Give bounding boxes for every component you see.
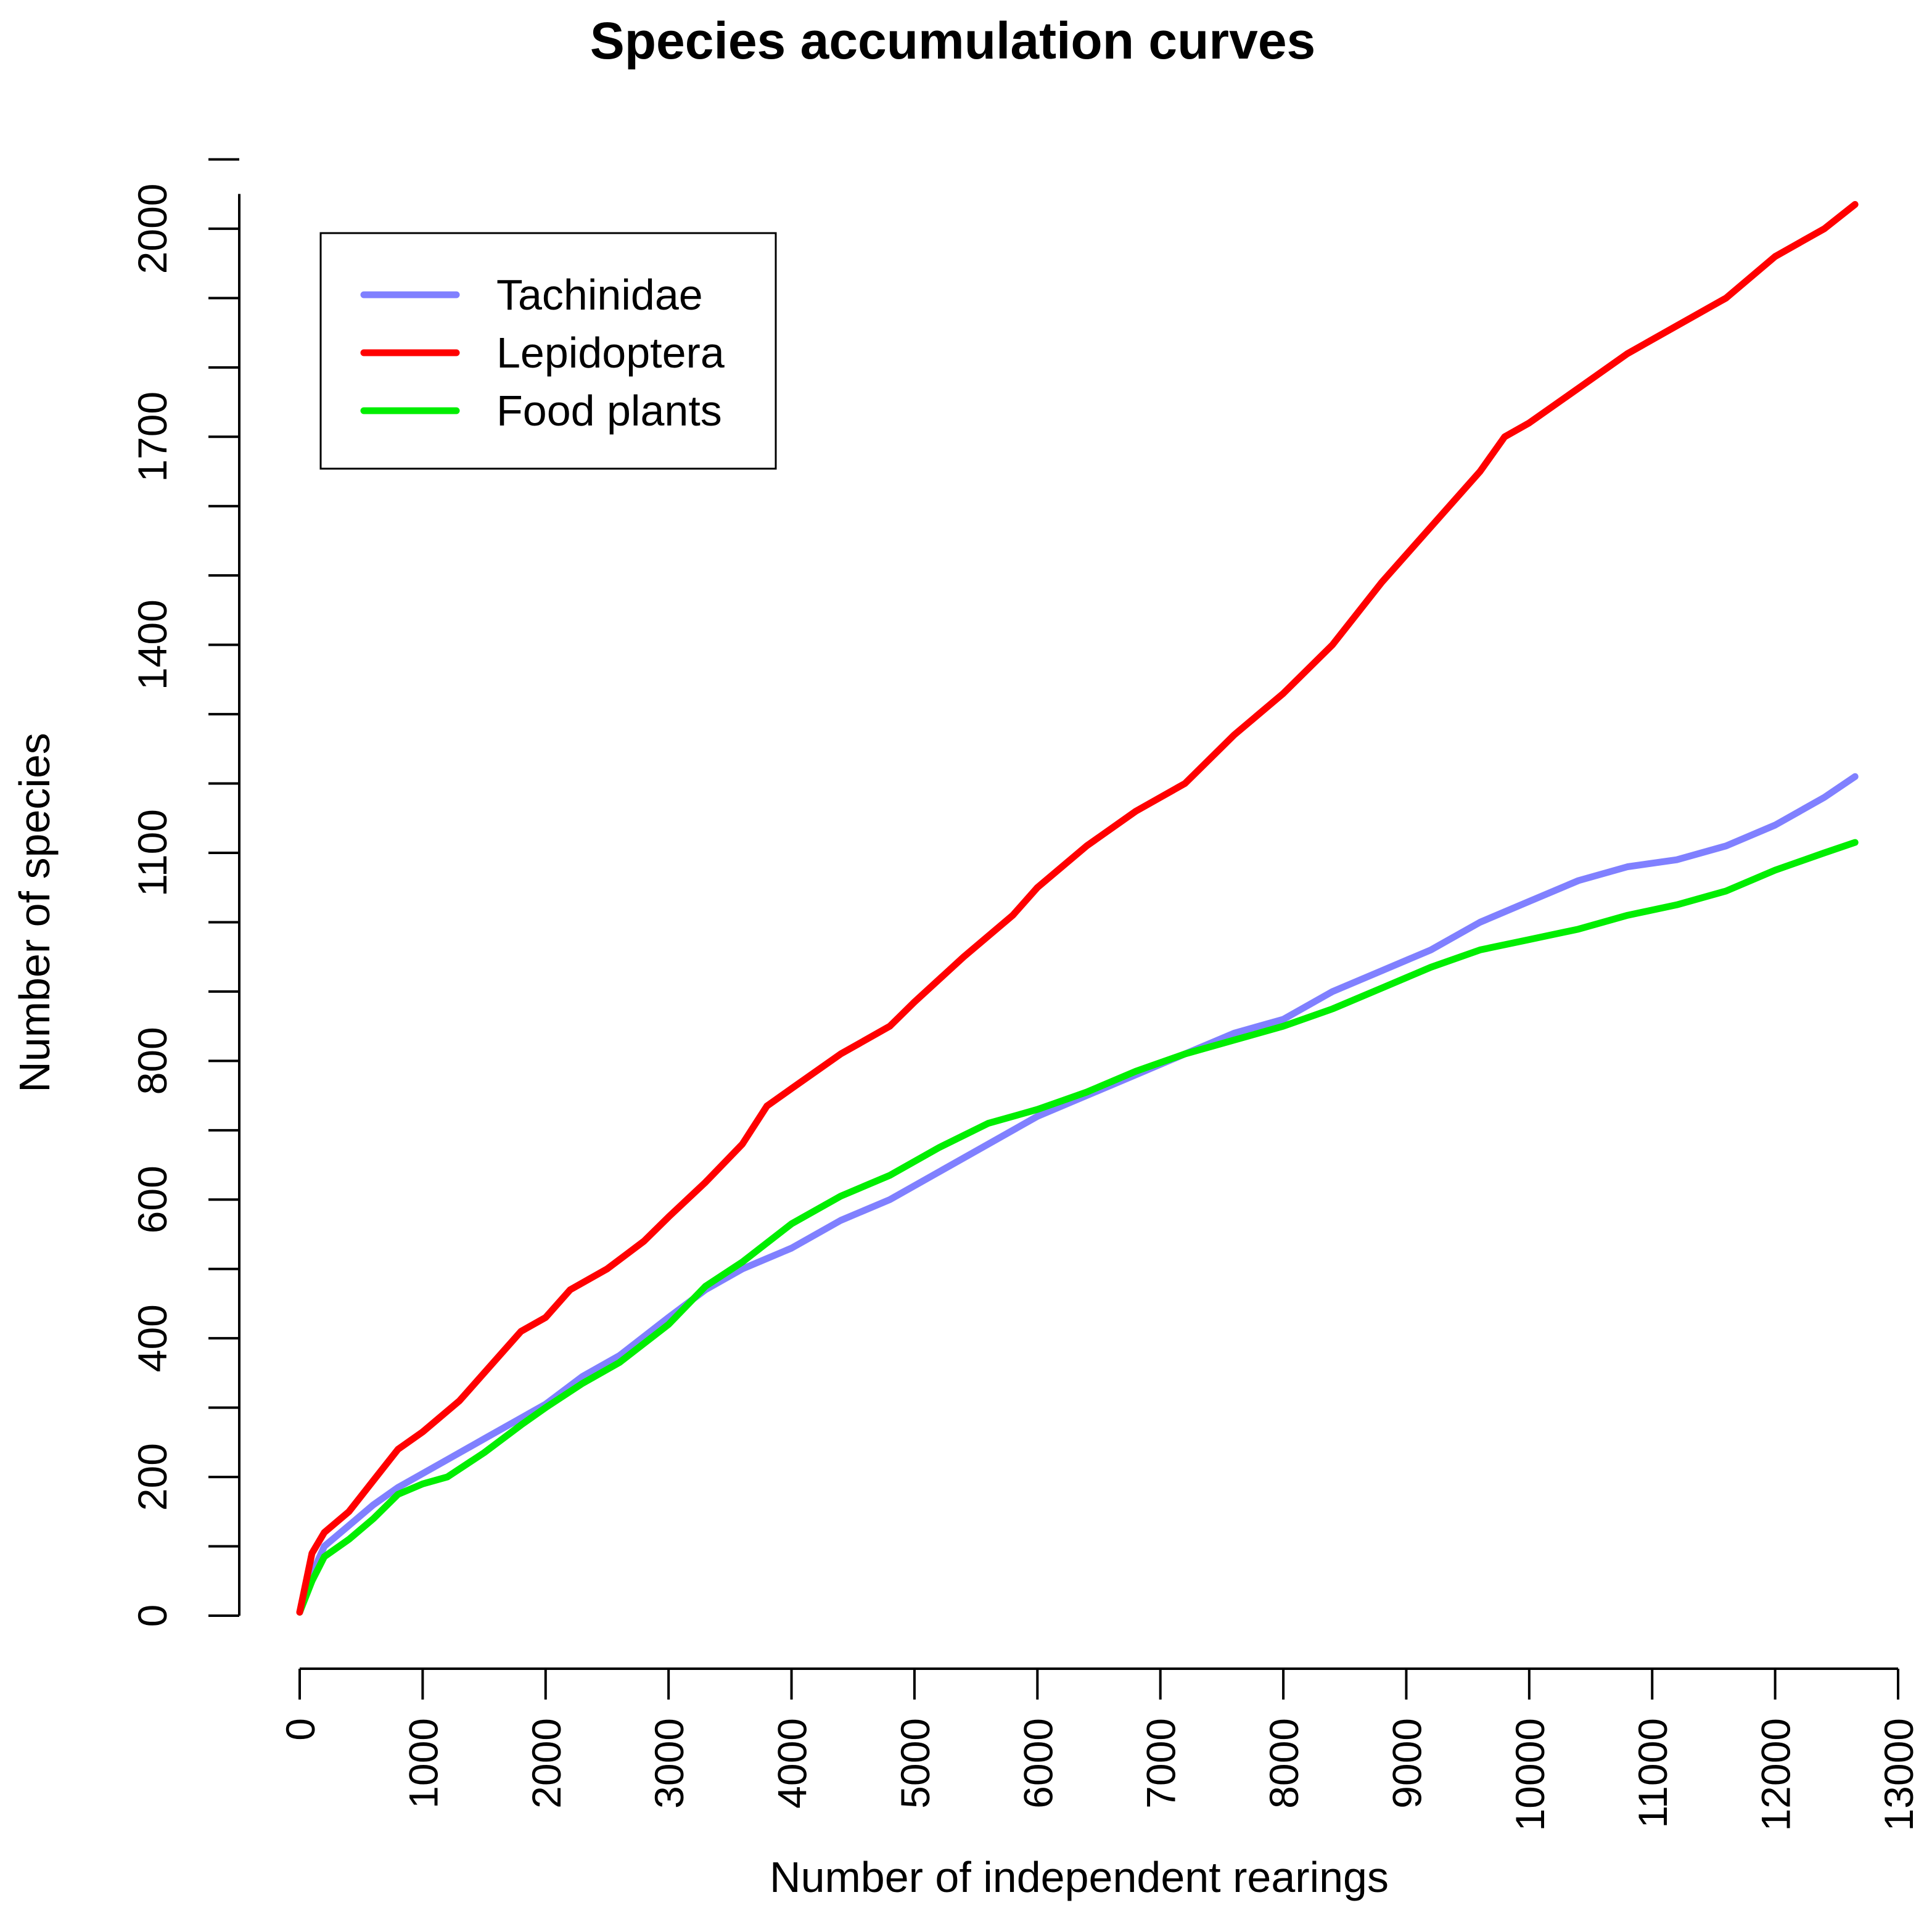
x-tick-label: 0 xyxy=(277,1718,323,1741)
y-tick-label: 400 xyxy=(129,1304,175,1372)
legend: Tachinidae Lepidoptera Food plants xyxy=(319,232,777,470)
x-axis-label: Number of independent rearings xyxy=(770,1853,1389,1901)
y-tick-label: 1100 xyxy=(129,809,175,897)
legend-label-food-plants: Food plants xyxy=(496,387,722,435)
y-axis-label: Number of species xyxy=(10,733,59,1093)
x-tick-label: 9000 xyxy=(1384,1718,1429,1809)
series-line-lepidoptera xyxy=(296,201,1859,1616)
series-line-food-plants xyxy=(296,839,1859,1616)
plot-series xyxy=(296,201,1859,1616)
x-tick-label: 10000 xyxy=(1507,1718,1553,1832)
y-tick-label: 1400 xyxy=(129,599,175,690)
y-tick-label: 0 xyxy=(129,1605,175,1627)
legend-label-lepidoptera: Lepidoptera xyxy=(496,329,725,377)
y-tick-label: 1700 xyxy=(129,392,175,482)
series-line-tachinidae xyxy=(296,773,1859,1616)
legend-box xyxy=(319,232,777,470)
y-tick-label: 200 xyxy=(129,1443,175,1511)
x-axis: 0 1000 2000 3000 4000 5000 6000 7000 8000 9000 100… xyxy=(277,1667,1922,1832)
y-tick-label: 800 xyxy=(129,1027,175,1095)
x-tick-label: 5000 xyxy=(892,1718,938,1809)
x-tick-label: 6000 xyxy=(1015,1718,1061,1809)
x-tick-label: 2000 xyxy=(524,1718,569,1809)
x-tick-label: 7000 xyxy=(1138,1718,1184,1809)
x-tick-label: 12000 xyxy=(1753,1718,1799,1832)
x-tick-label: 13000 xyxy=(1876,1718,1922,1832)
y-tick-label: 2000 xyxy=(129,183,175,274)
chart-title: Species accumulation curves xyxy=(590,12,1316,70)
x-tick-label: 4000 xyxy=(770,1718,815,1809)
x-tick-label: 1000 xyxy=(400,1718,446,1809)
y-axis: 0 200 400 600 800 1100 1400 1700 2000 xyxy=(129,158,240,1627)
legend-label-tachinidae: Tachinidae xyxy=(496,271,703,319)
x-tick-label: 8000 xyxy=(1261,1718,1307,1809)
x-tick-label: 3000 xyxy=(646,1718,692,1809)
y-tick-label: 600 xyxy=(129,1166,175,1233)
x-tick-label: 11000 xyxy=(1630,1718,1675,1828)
